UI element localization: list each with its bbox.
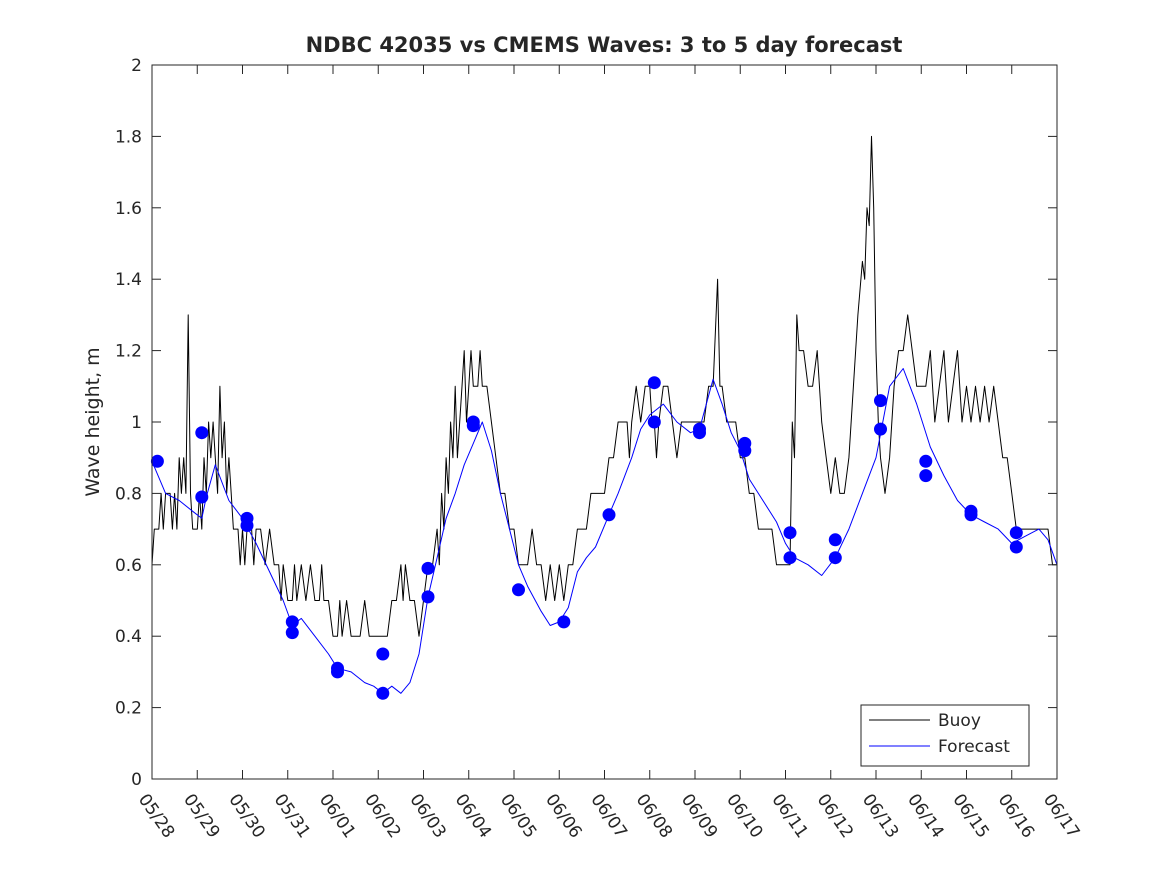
forecast-marker [240,519,254,532]
x-tick-label: 06/11 [767,790,811,842]
x-tick-label: 05/28 [134,790,178,842]
forecast-marker [195,490,209,504]
x-tick-label: 05/29 [179,790,223,842]
forecast-marker [195,426,209,440]
y-tick-label: 1.4 [115,270,142,290]
x-tick-label: 06/08 [632,790,676,842]
y-tick-label: 0.8 [115,484,142,504]
y-tick-label: 1.8 [115,127,142,147]
x-tick-label: 06/13 [858,790,902,842]
forecast-marker [738,444,752,458]
x-tick-label: 06/05 [496,790,540,842]
x-tick-label: 06/02 [360,790,404,842]
forecast-marker [874,394,887,408]
x-tick-label: 06/03 [405,790,449,842]
plot-layer [150,135,1058,700]
forecast-marker [783,526,797,540]
x-tick-label: 06/06 [541,790,585,842]
forecast-marker [512,583,525,597]
x-tick-label: 06/17 [1039,790,1083,842]
x-tick-label: 06/09 [677,790,721,842]
forecast-marker [647,415,661,429]
forecast-marker [331,665,344,679]
axes-background [152,65,1057,779]
forecast-marker [1009,540,1023,554]
forecast-marker [919,454,933,468]
forecast-marker [466,419,480,433]
y-tick-label: 2 [131,56,142,76]
forecast-marker [964,508,978,522]
x-tick-label: 06/01 [315,790,359,842]
forecast-marker [285,626,299,640]
forecast-marker [421,590,435,604]
x-tick-label: 06/15 [948,790,992,842]
y-tick-label: 0.4 [115,627,142,647]
x-tick-label: 05/31 [270,790,314,842]
x-tick-label: 06/12 [813,790,857,842]
forecast-marker [919,469,933,483]
legend-box [860,704,1030,767]
y-tick-label: 0.2 [115,699,142,719]
x-tick-label: 06/04 [451,790,495,842]
legend-label-forecast: Forecast [938,737,1010,757]
forecast-marker [828,551,842,565]
y-tick-label: 1.2 [115,342,142,362]
legend-label-buoy: Buoy [938,711,981,731]
series-line-forecast [151,368,1058,694]
legend: Buoy Forecast [860,704,1030,767]
forecast-marker [557,615,571,629]
forecast-marker [647,376,661,390]
forecast-marker [1009,526,1023,540]
forecast-marker [693,426,706,440]
forecast-marker [285,615,299,629]
y-axis-label: Wave height, m [82,347,104,496]
y-tick-label: 0 [131,770,142,790]
x-tick-label: 06/14 [903,790,947,842]
x-tick-label: 06/10 [722,790,766,842]
forecast-marker [421,561,435,575]
forecast-marker [376,686,390,700]
x-tick-label: 06/16 [994,790,1038,842]
forecast-marker [602,508,616,522]
forecast-marker [376,647,390,661]
forecast-marker [150,454,164,468]
forecast-marker [828,533,842,547]
y-tick-label: 1 [131,413,142,433]
y-tick-label: 0.6 [115,556,142,576]
y-tick-label: 1.6 [115,199,142,219]
x-tick-label: 05/30 [224,790,268,842]
forecast-marker [783,551,797,565]
x-tick-label: 06/07 [586,790,630,842]
chart-title: NDBC 42035 vs CMEMS Waves: 3 to 5 day fo… [306,33,903,57]
forecast-marker [874,422,887,436]
